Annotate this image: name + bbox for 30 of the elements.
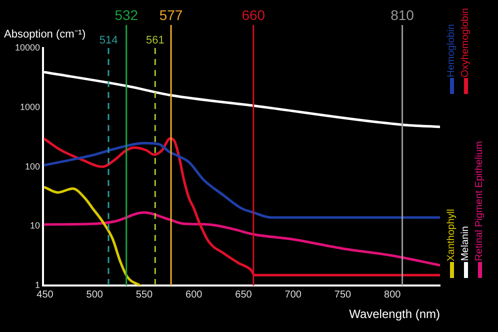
x-tick-label: 700 xyxy=(284,289,302,300)
text: Melanin xyxy=(460,226,471,261)
text: Retinal Pigment Epithelium xyxy=(474,140,485,261)
x-axis-title: Wavelength (nm) xyxy=(349,307,440,322)
ref-line-label: 561 xyxy=(146,34,164,47)
x-tick-label: 750 xyxy=(334,289,352,300)
x-tick-label: 450 xyxy=(36,289,54,300)
x-tick-label: 800 xyxy=(384,289,402,300)
y-tick-label: 1 xyxy=(34,280,40,290)
y-tick-label: 100 xyxy=(24,161,40,172)
text: Xanthophyll xyxy=(446,208,457,261)
y-tick-label: 10000 xyxy=(14,42,40,52)
ref-line-label: 514 xyxy=(99,34,118,47)
line-series xyxy=(44,142,440,219)
line-series xyxy=(44,211,440,267)
line-series xyxy=(44,137,440,276)
ref-line-label: 577 xyxy=(159,6,183,23)
text: Oxyhemoglobin xyxy=(460,8,471,78)
y-axis-title: Absoption (cm⁻¹) xyxy=(4,28,86,41)
ref-line-label: 660 xyxy=(242,6,266,23)
x-tick-label: 500 xyxy=(86,289,104,300)
line-series xyxy=(44,186,142,286)
ref-line-label: 810 xyxy=(390,6,414,23)
y-tick-label: 1000 xyxy=(20,102,40,112)
y-tick-label: 10 xyxy=(30,220,40,231)
x-tick-label: 550 xyxy=(136,289,154,300)
text: Hemoglobin xyxy=(446,24,457,78)
x-tick-label: 600 xyxy=(186,289,203,300)
ref-line-label: 532 xyxy=(114,6,138,23)
x-tick-label: 650 xyxy=(235,289,252,300)
